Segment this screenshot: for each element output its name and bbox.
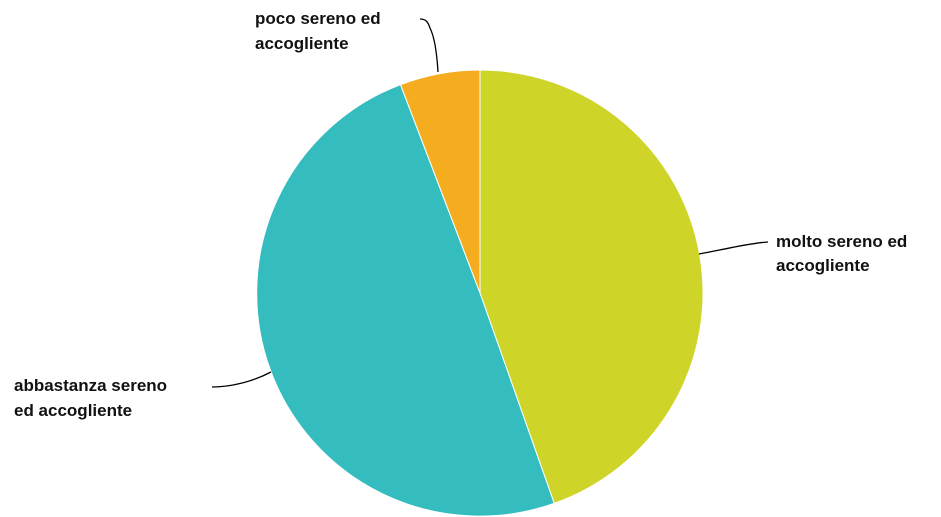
slice-label-line: accogliente: [776, 256, 870, 275]
slice-label-line: abbastanza sereno: [14, 376, 167, 395]
slice-label-2: abbastanza sereno ed accogliente: [14, 376, 167, 420]
pie-slice-3: [399, 69, 481, 294]
pie-slice-2: [256, 83, 555, 517]
slice-label-line: ed accogliente: [14, 401, 132, 420]
slices-layer: [256, 69, 704, 517]
slice-label-1: molto sereno ed accogliente: [776, 232, 907, 275]
pie-slice-1: [479, 69, 704, 504]
slice-label-3: poco sereno ed accogliente: [255, 9, 381, 53]
leader-line-2: [211, 371, 272, 388]
labels-layer: molto sereno ed accogliente abbastanza ser…: [14, 9, 907, 420]
leader-line-3: [419, 18, 439, 73]
slice-label-line: poco sereno ed: [255, 9, 381, 28]
leader-line-1: [698, 241, 769, 255]
slice-label-line: accogliente: [255, 34, 349, 53]
leader-lines-layer: [211, 18, 769, 388]
slice-label-line: molto sereno ed: [776, 232, 907, 251]
